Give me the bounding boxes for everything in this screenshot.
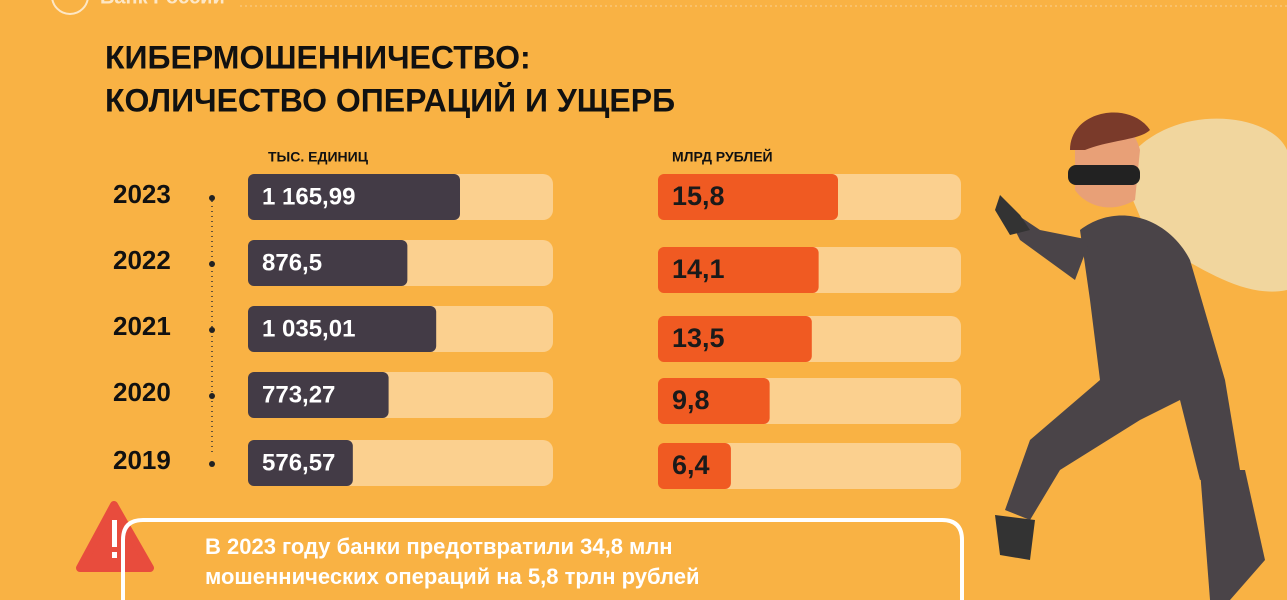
timeline-dot <box>209 461 215 467</box>
bar <box>658 443 731 489</box>
value-label: 6,4 <box>672 450 710 480</box>
value-label: 1 035,01 <box>262 315 355 342</box>
category-label: 2020 <box>113 377 171 407</box>
bar <box>658 316 812 362</box>
value-label: 1 165,99 <box>262 183 355 210</box>
title-line: КОЛИЧЕСТВО ОПЕРАЦИЙ И УЩЕРБ <box>105 82 675 118</box>
bar <box>248 306 437 352</box>
notice-box <box>121 518 964 600</box>
category-label: 2019 <box>113 445 171 475</box>
value-label: 9,8 <box>672 385 710 415</box>
unit-label: ТЫС. ЕДИНИЦ <box>268 149 369 165</box>
warning-mark <box>112 552 117 558</box>
value-label: 576,57 <box>262 449 335 476</box>
bar-track <box>658 443 961 489</box>
timeline-dot <box>209 393 215 399</box>
warning-mark <box>112 520 117 547</box>
bars: 1 165,99 2023 876,5 2022 1 035,01 2021 773,27 2… <box>113 174 961 489</box>
bar <box>658 174 838 220</box>
bar <box>658 378 770 424</box>
bar <box>658 247 819 293</box>
value-label: 876,5 <box>262 249 322 276</box>
bar <box>248 174 460 220</box>
category-label: 2022 <box>113 245 171 275</box>
bar <box>248 372 389 418</box>
logo-emblem <box>51 0 89 15</box>
value-label: 14,1 <box>672 254 725 284</box>
value-label: 773,27 <box>262 381 335 408</box>
timeline-dot <box>209 327 215 333</box>
value-label: 15,8 <box>672 181 725 211</box>
bar <box>248 440 353 486</box>
value-label: 13,5 <box>672 323 725 353</box>
notice-text: мошеннических операций на 5,8 трлн рубле… <box>205 564 700 589</box>
illustration <box>995 112 1287 600</box>
logo-text: Банк России <box>100 0 225 8</box>
bar <box>248 240 408 286</box>
title-line: КИБЕРМОШЕННИЧЕСТВО: <box>105 39 531 75</box>
category-label: 2023 <box>113 179 171 209</box>
notice-text: В 2023 году банки предотвратили 34,8 млн <box>205 534 673 559</box>
timeline-dot <box>209 195 215 201</box>
category-label: 2021 <box>113 311 171 341</box>
timeline-dot <box>209 261 215 267</box>
unit-label: МЛРД РУБЛЕЙ <box>672 148 773 165</box>
